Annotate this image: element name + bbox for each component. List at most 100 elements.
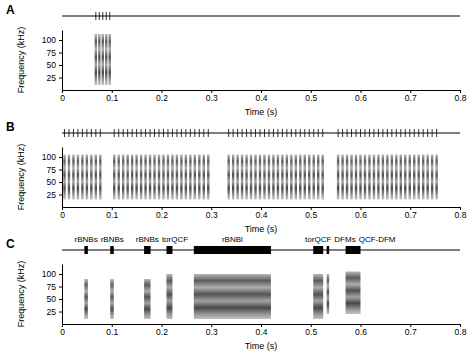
x-tick-label: 0.4 — [256, 210, 268, 220]
y-axis-title: Frequency (kHz) — [16, 144, 26, 211]
call — [327, 274, 329, 314]
x-tick: 0.1 — [106, 90, 118, 103]
pulse — [77, 155, 79, 200]
y-axis: 255075100 — [42, 148, 63, 208]
pulse — [122, 155, 124, 200]
pulse — [254, 155, 256, 200]
oscillogram-spike — [172, 129, 173, 137]
x-tick-label: 0 — [60, 327, 65, 337]
pulse — [268, 155, 270, 200]
pulse — [144, 155, 146, 200]
oscillogram-spike — [351, 129, 352, 137]
y-tick-label: 100 — [42, 35, 56, 45]
pulse — [167, 155, 169, 200]
oscillogram-spike — [338, 129, 339, 137]
y-tick-mark — [59, 195, 62, 196]
oscillogram-burst — [144, 246, 150, 254]
panel-label: C — [6, 237, 15, 251]
x-tick: 0.1 — [106, 324, 118, 337]
oscillogram-spike — [382, 129, 383, 137]
pulse — [250, 155, 252, 200]
call — [110, 279, 113, 319]
pulse — [317, 155, 319, 200]
x-tick-label: 0.5 — [305, 93, 317, 103]
oscillogram-spike — [185, 129, 186, 137]
figure: A00.10.20.30.40.50.60.70.8Time (s)255075… — [0, 0, 474, 355]
pulse — [105, 34, 107, 85]
oscillogram-spike — [95, 129, 96, 137]
x-axis-title: Time (s) — [245, 224, 278, 234]
pulse — [176, 155, 178, 200]
x-tick: 0.5 — [305, 207, 317, 220]
oscillogram-spike — [203, 129, 204, 137]
y-tick-label: 75 — [47, 165, 57, 175]
oscillogram-spike — [95, 12, 96, 20]
x-tick: 0.7 — [405, 90, 417, 103]
pulse — [431, 155, 433, 200]
oscillogram-spike — [136, 129, 137, 137]
x-tick: 0.5 — [305, 324, 317, 337]
y-tick: 75 — [47, 165, 62, 175]
y-tick-label: 75 — [47, 282, 57, 292]
y-axis-title: Frequency (kHz) — [16, 261, 26, 328]
pulse — [118, 155, 120, 200]
pulse — [308, 155, 310, 200]
pulse — [346, 155, 348, 200]
x-tick: 0.7 — [405, 324, 417, 337]
oscillogram-spike — [91, 129, 92, 137]
pulse — [99, 155, 101, 200]
pulse — [290, 155, 292, 200]
pulse — [259, 155, 261, 200]
y-tick: 100 — [42, 152, 62, 162]
y-tick-label: 50 — [47, 294, 57, 304]
call — [346, 272, 361, 315]
panel: B00.10.20.30.40.50.60.70.8Time (s)255075… — [6, 120, 467, 234]
pulse — [368, 155, 370, 200]
pulse — [72, 155, 74, 200]
x-tick: 0.2 — [156, 90, 168, 103]
call — [194, 274, 271, 319]
oscillogram-spike — [378, 129, 379, 137]
pulse — [162, 155, 164, 200]
x-tick-label: 0.7 — [405, 93, 417, 103]
x-tick: 0.5 — [305, 90, 317, 103]
y-tick: 50 — [47, 294, 62, 304]
pulse — [227, 155, 229, 200]
pulse — [286, 155, 288, 200]
oscillogram-spike — [304, 129, 305, 137]
y-axis: 255075100 — [42, 31, 63, 91]
oscillogram-burst — [313, 246, 323, 254]
pulse — [391, 155, 393, 200]
y-tick: 25 — [47, 190, 62, 200]
oscillogram-spike — [427, 129, 428, 137]
annotation: torQCF — [162, 235, 188, 244]
pulse — [113, 155, 115, 200]
x-tick-label: 0.6 — [355, 93, 367, 103]
oscillogram-spike — [190, 129, 191, 137]
oscillogram-spike — [400, 129, 401, 137]
oscillogram-spike — [356, 129, 357, 137]
y-tick-label: 50 — [47, 60, 57, 70]
pulse — [90, 155, 92, 200]
pulse — [171, 155, 173, 200]
pulse — [321, 155, 323, 200]
x-tick: 0.6 — [355, 90, 367, 103]
panel-label: A — [6, 3, 15, 17]
oscillogram-spike — [264, 129, 265, 137]
annotation: rBNBl — [222, 235, 243, 244]
pulse — [245, 155, 247, 200]
pulse — [203, 155, 205, 200]
oscillogram-spike — [260, 129, 261, 137]
oscillogram-spike — [405, 129, 406, 137]
x-tick: 0 — [60, 207, 65, 220]
pulse — [382, 155, 384, 200]
call — [84, 279, 87, 319]
pulse — [341, 155, 343, 200]
pulse — [426, 155, 428, 200]
oscillogram-spike — [273, 129, 274, 137]
x-tick: 0 — [60, 90, 65, 103]
y-tick: 100 — [42, 269, 62, 279]
pulse — [337, 155, 339, 200]
oscillogram-spike — [176, 129, 177, 137]
y-tick: 25 — [47, 73, 62, 83]
